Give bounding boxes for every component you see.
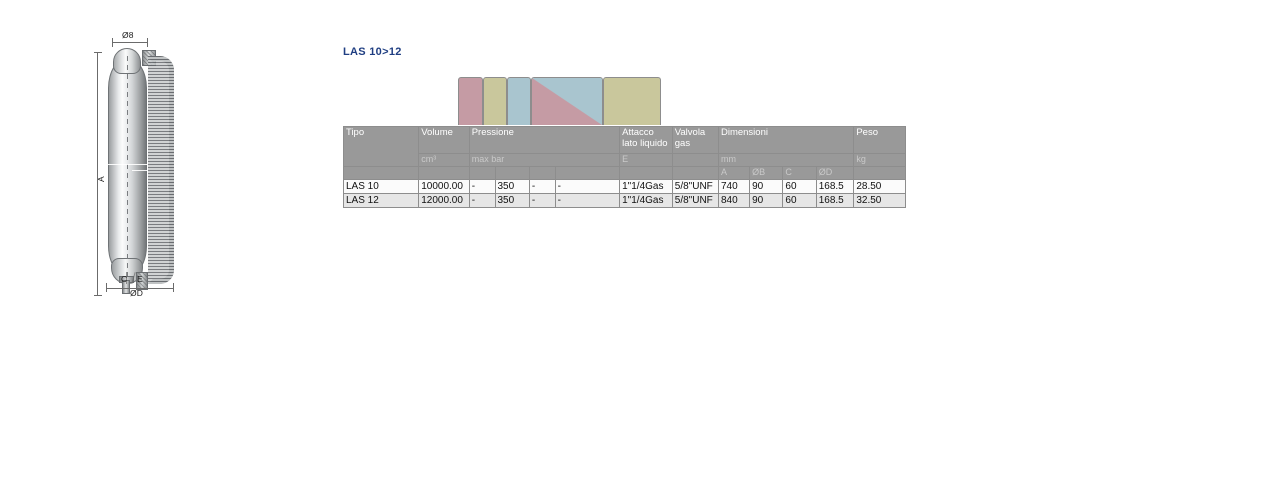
header-attacco-line2: lato liquido xyxy=(622,138,668,149)
cell-pressure-carbon: 350 xyxy=(494,179,530,194)
material-tab-duplex-steel[interactable]: Duplexsteel xyxy=(507,77,531,125)
header-valvola-line1: Valvola xyxy=(674,127,706,139)
cell-pressure-stainless: - xyxy=(468,179,496,194)
cell-attacco: 1"1/4Gas xyxy=(619,179,673,194)
dim-label-diameter-top: Ø8 xyxy=(122,30,134,40)
header-attacco-line1: Attacco xyxy=(622,127,654,139)
table-unit-row: cm³ max bar E mm kg xyxy=(344,153,906,167)
dim-line-height xyxy=(97,52,98,296)
cell-pressure-duplex: - xyxy=(528,179,556,194)
material-tab-label: Carbonsteel xyxy=(483,97,484,123)
cell-volume: 12000.00 xyxy=(418,193,470,208)
subheader-blank-valvola xyxy=(671,166,719,180)
dim-tick-height-top xyxy=(94,52,102,53)
table-row[interactable]: LAS 12 12000.00 - 350 - - 1"1/4Gas 5/8"U… xyxy=(342,193,906,208)
cell-pressure-stainless-duplex: - xyxy=(554,179,621,194)
table-row[interactable]: LAS 10 10000.00 - 350 - - 1"1/4Gas 5/8"U… xyxy=(342,179,906,194)
header-peso: Peso xyxy=(853,126,906,154)
cell-pressure-duplex: - xyxy=(528,193,556,208)
header-pressione: Pressione xyxy=(468,126,621,154)
cell-peso: 32.50 xyxy=(853,193,906,208)
side-fitting-hatch xyxy=(137,273,147,289)
cell-dim-b: 90 xyxy=(749,179,784,194)
material-tab-split-fill xyxy=(532,78,602,125)
material-tab-label: Carbonsteel xyxy=(603,97,604,123)
table-header-row: Tipo Volume Pressione Attacco lato liqui… xyxy=(342,126,906,167)
header-valvola-line2: gas xyxy=(674,138,691,149)
subheader-blank-peso xyxy=(853,166,906,180)
dim-line-top xyxy=(112,42,148,43)
dim-tick-d-right xyxy=(173,283,174,292)
table-subheader-row: A ØB C ØD xyxy=(342,166,906,180)
material-tab-label: Duplexsteel xyxy=(507,98,508,123)
subheader-dim-c: C xyxy=(782,166,817,180)
material-tab-carbon-steel[interactable]: Carbonsteel xyxy=(483,77,507,125)
unit-peso: kg xyxy=(853,153,906,167)
unit-valvola xyxy=(671,153,719,167)
dim-label-c: C xyxy=(121,274,128,284)
cell-valvola: 5/8"UNF xyxy=(671,179,719,194)
subheader-blank-p2 xyxy=(494,166,530,180)
subheader-blank-volume xyxy=(418,166,470,180)
cell-dim-c: 60 xyxy=(782,193,817,208)
unit-volume: cm³ xyxy=(418,153,470,167)
cell-tipo: LAS 10 xyxy=(342,179,420,194)
header-dimensioni: Dimensioni xyxy=(717,126,855,154)
dim-label-e: E xyxy=(137,274,143,284)
bladder-texture xyxy=(148,56,174,284)
subheader-blank-attacco xyxy=(619,166,673,180)
material-tab-carbon-steel-2[interactable]: Carbonsteel xyxy=(603,77,661,125)
cell-attacco: 1"1/4Gas xyxy=(619,193,673,208)
subheader-dim-b: ØB xyxy=(749,166,784,180)
dim-label-height-a: A xyxy=(96,176,106,182)
cell-valvola: 5/8"UNF xyxy=(671,193,719,208)
specification-table: Tipo Volume Pressione Attacco lato liqui… xyxy=(342,126,906,208)
subheader-blank-p1 xyxy=(468,166,496,180)
cell-dim-a: 740 xyxy=(717,179,751,194)
accumulator-drawing: Ø8 A C E ØD xyxy=(92,30,192,298)
header-valvola-gas: Valvola gas xyxy=(671,126,719,154)
material-tab-stainless-duplex-steel[interactable]: StainlessDuplexsteel xyxy=(531,77,603,125)
dim-tick-d-left xyxy=(106,283,107,292)
material-tab-stainless-steel[interactable]: Stainlesssteel xyxy=(458,77,483,125)
cell-pressure-stainless: - xyxy=(468,193,496,208)
page-title: LAS 10>12 xyxy=(343,46,402,58)
cell-pressure-stainless-duplex: - xyxy=(554,193,621,208)
dim-tick-top-left xyxy=(112,38,113,47)
header-attacco-lato-liquido: Attacco lato liquido xyxy=(619,126,673,154)
subheader-blank-p4 xyxy=(554,166,621,180)
cell-dim-d: 168.5 xyxy=(815,179,855,194)
cell-volume: 10000.00 xyxy=(418,179,470,194)
unit-pressione: max bar xyxy=(468,153,621,167)
material-tab-label: Stainlesssteel xyxy=(458,91,459,123)
dim-label-diameter-d: ØD xyxy=(130,288,144,298)
cell-peso: 28.50 xyxy=(853,179,906,194)
center-line xyxy=(127,56,128,281)
dim-tick-top-right xyxy=(147,38,148,47)
dim-line-diameter-d xyxy=(106,288,174,289)
header-tipo: Tipo xyxy=(342,126,420,167)
subheader-dim-d: ØD xyxy=(815,166,855,180)
subheader-dim-a: A xyxy=(717,166,751,180)
subheader-blank-tipo xyxy=(342,166,420,180)
weld-seam-upper xyxy=(106,164,149,165)
cell-dim-c: 60 xyxy=(782,179,817,194)
cell-pressure-carbon: 350 xyxy=(494,193,530,208)
dim-ext-c xyxy=(126,272,127,284)
cell-dim-b: 90 xyxy=(749,193,784,208)
unit-attacco: E xyxy=(619,153,673,167)
material-tab-label: StainlessDuplexsteel xyxy=(531,91,532,123)
cell-tipo: LAS 12 xyxy=(342,193,420,208)
cell-dim-a: 840 xyxy=(717,193,751,208)
header-volume: Volume xyxy=(418,126,470,154)
cell-dim-d: 168.5 xyxy=(815,193,855,208)
unit-dimensioni: mm xyxy=(717,153,855,167)
subheader-blank-p3 xyxy=(528,166,556,180)
dim-tick-height-bottom xyxy=(94,295,102,296)
